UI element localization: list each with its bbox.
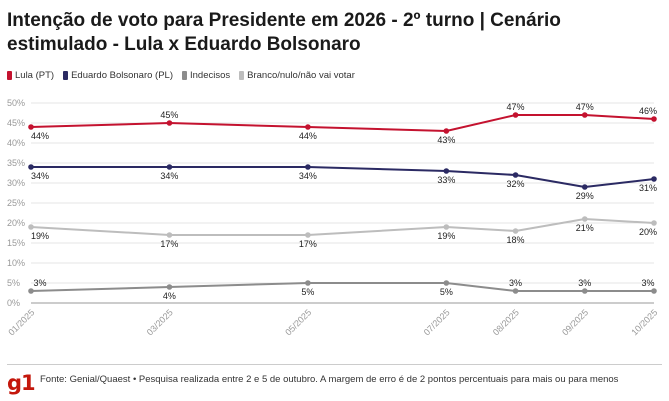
data-label-branco-5: 21% — [576, 223, 594, 233]
data-point-branco-3 — [443, 224, 450, 230]
data-label-branco-0: 19% — [31, 231, 49, 241]
x-tick-label-1: 03/2025 — [145, 307, 175, 337]
legend-label-eduardo: Eduardo Bolsonaro (PL) — [71, 70, 173, 81]
legend-item-lula[interactable]: Lula (PT) — [7, 70, 54, 81]
data-label-eduardo-4: 32% — [507, 179, 525, 189]
data-point-indecisos-3 — [443, 280, 450, 286]
data-label-lula-1: 45% — [160, 110, 178, 120]
data-point-lula-4 — [512, 112, 519, 118]
legend-label-lula: Lula (PT) — [15, 70, 55, 81]
data-point-branco-1 — [166, 232, 173, 238]
data-label-indecisos-2: 5% — [301, 287, 314, 297]
data-point-branco-6 — [651, 220, 657, 226]
footer: g1 Fonte: Genial/Quaest • Pesquisa reali… — [0, 364, 669, 401]
data-point-eduardo-3 — [443, 168, 450, 174]
source-note: Fonte: Genial/Quaest • Pesquisa realizad… — [40, 374, 619, 385]
legend-item-indecisos[interactable]: Indecisos — [182, 70, 230, 81]
chart-title: Intenção de voto para Presidente em 2026… — [7, 10, 561, 55]
data-point-branco-0 — [28, 224, 34, 230]
data-point-indecisos-1 — [166, 284, 173, 290]
data-label-indecisos-5: 3% — [578, 278, 591, 288]
y-tick-label-10: 10% — [7, 258, 25, 268]
legend-swatch-branco — [239, 71, 245, 80]
y-tick-label-25: 25% — [7, 198, 25, 208]
data-point-lula-3 — [443, 128, 450, 134]
y-tick-label-50: 50% — [7, 98, 25, 108]
data-point-eduardo-0 — [28, 164, 34, 170]
g1-logo: g1 — [7, 371, 36, 395]
y-tick-label-5: 5% — [7, 278, 20, 288]
line-chart: 0% 5% 10% 15% 20% 25% 30% 35% 40% 45% 50% 01/2025 03… — [6, 98, 659, 337]
data-point-indecisos-4 — [512, 288, 519, 294]
y-tick-label-15: 15% — [7, 238, 25, 248]
x-tick-label-2: 05/2025 — [283, 307, 313, 337]
y-tick-label-0: 0% — [7, 298, 20, 308]
data-label-eduardo-1: 34% — [160, 171, 178, 181]
data-point-indecisos-2 — [305, 280, 311, 286]
y-tick-label-40: 40% — [7, 138, 25, 148]
data-point-eduardo-5 — [581, 184, 588, 190]
data-point-indecisos-6 — [651, 288, 657, 294]
data-label-lula-5: 47% — [576, 102, 594, 112]
y-tick-label-45: 45% — [7, 118, 25, 128]
legend-item-eduardo[interactable]: Eduardo Bolsonaro (PL) — [63, 70, 173, 81]
data-point-eduardo-2 — [305, 164, 311, 170]
legend: Lula (PT) Eduardo Bolsonaro (PL) Indecis… — [7, 70, 355, 81]
data-point-branco-2 — [305, 232, 311, 238]
data-label-branco-2: 17% — [299, 239, 317, 249]
data-point-lula-0 — [28, 124, 34, 130]
legend-item-branco[interactable]: Branco/nulo/não vai votar — [239, 70, 355, 81]
x-tick-label-4: 08/2025 — [491, 307, 521, 337]
data-label-indecisos-1: 4% — [163, 291, 176, 301]
data-point-eduardo-1 — [166, 164, 173, 170]
data-point-indecisos-5 — [581, 288, 588, 294]
data-label-branco-6: 20% — [639, 227, 657, 237]
data-label-branco-1: 17% — [160, 239, 178, 249]
data-point-lula-2 — [305, 124, 311, 130]
x-tick-label-5: 09/2025 — [560, 307, 590, 337]
data-point-lula-1 — [166, 120, 173, 126]
data-point-lula-5 — [581, 112, 588, 118]
data-label-eduardo-5: 29% — [576, 191, 594, 201]
legend-swatch-indecisos — [182, 71, 187, 80]
data-point-branco-5 — [581, 216, 588, 222]
data-label-indecisos-3: 5% — [440, 287, 453, 297]
data-label-lula-0: 44% — [31, 131, 49, 141]
legend-swatch-eduardo — [63, 71, 69, 80]
y-tick-label-30: 30% — [7, 178, 25, 188]
data-point-lula-6 — [651, 116, 657, 122]
y-tick-label-20: 20% — [7, 218, 25, 228]
data-label-branco-4: 18% — [507, 235, 525, 245]
data-label-eduardo-3: 33% — [437, 175, 455, 185]
data-label-eduardo-2: 34% — [299, 171, 317, 181]
data-point-eduardo-4 — [512, 172, 519, 178]
series-line-eduardo — [31, 166, 655, 188]
x-tick-label-0: 01/2025 — [6, 307, 36, 337]
data-label-lula-6: 46% — [639, 106, 657, 116]
data-label-lula-3: 43% — [437, 135, 455, 145]
data-label-lula-2: 44% — [299, 131, 317, 141]
x-tick-label-6: 10/2025 — [629, 307, 659, 337]
x-tick-label-3: 07/2025 — [422, 307, 452, 337]
legend-swatch-lula — [7, 71, 12, 80]
data-point-branco-4 — [512, 228, 519, 234]
series-line-indecisos — [30, 282, 654, 292]
footer-divider — [7, 364, 662, 365]
data-point-eduardo-6 — [651, 176, 657, 182]
data-label-eduardo-6: 31% — [639, 183, 657, 193]
data-point-indecisos-0 — [28, 288, 34, 294]
data-label-indecisos-0: 3% — [33, 278, 46, 288]
data-label-lula-4: 47% — [507, 102, 525, 112]
data-label-branco-3: 19% — [437, 231, 455, 241]
data-label-eduardo-0: 34% — [31, 171, 49, 181]
series-line-branco — [30, 218, 655, 236]
legend-label-indecisos: Indecisos — [190, 70, 231, 81]
data-label-indecisos-4: 3% — [509, 278, 522, 288]
data-label-indecisos-6: 3% — [641, 278, 654, 288]
y-tick-label-35: 35% — [7, 158, 25, 168]
legend-label-branco: Branco/nulo/não vai votar — [247, 70, 355, 81]
